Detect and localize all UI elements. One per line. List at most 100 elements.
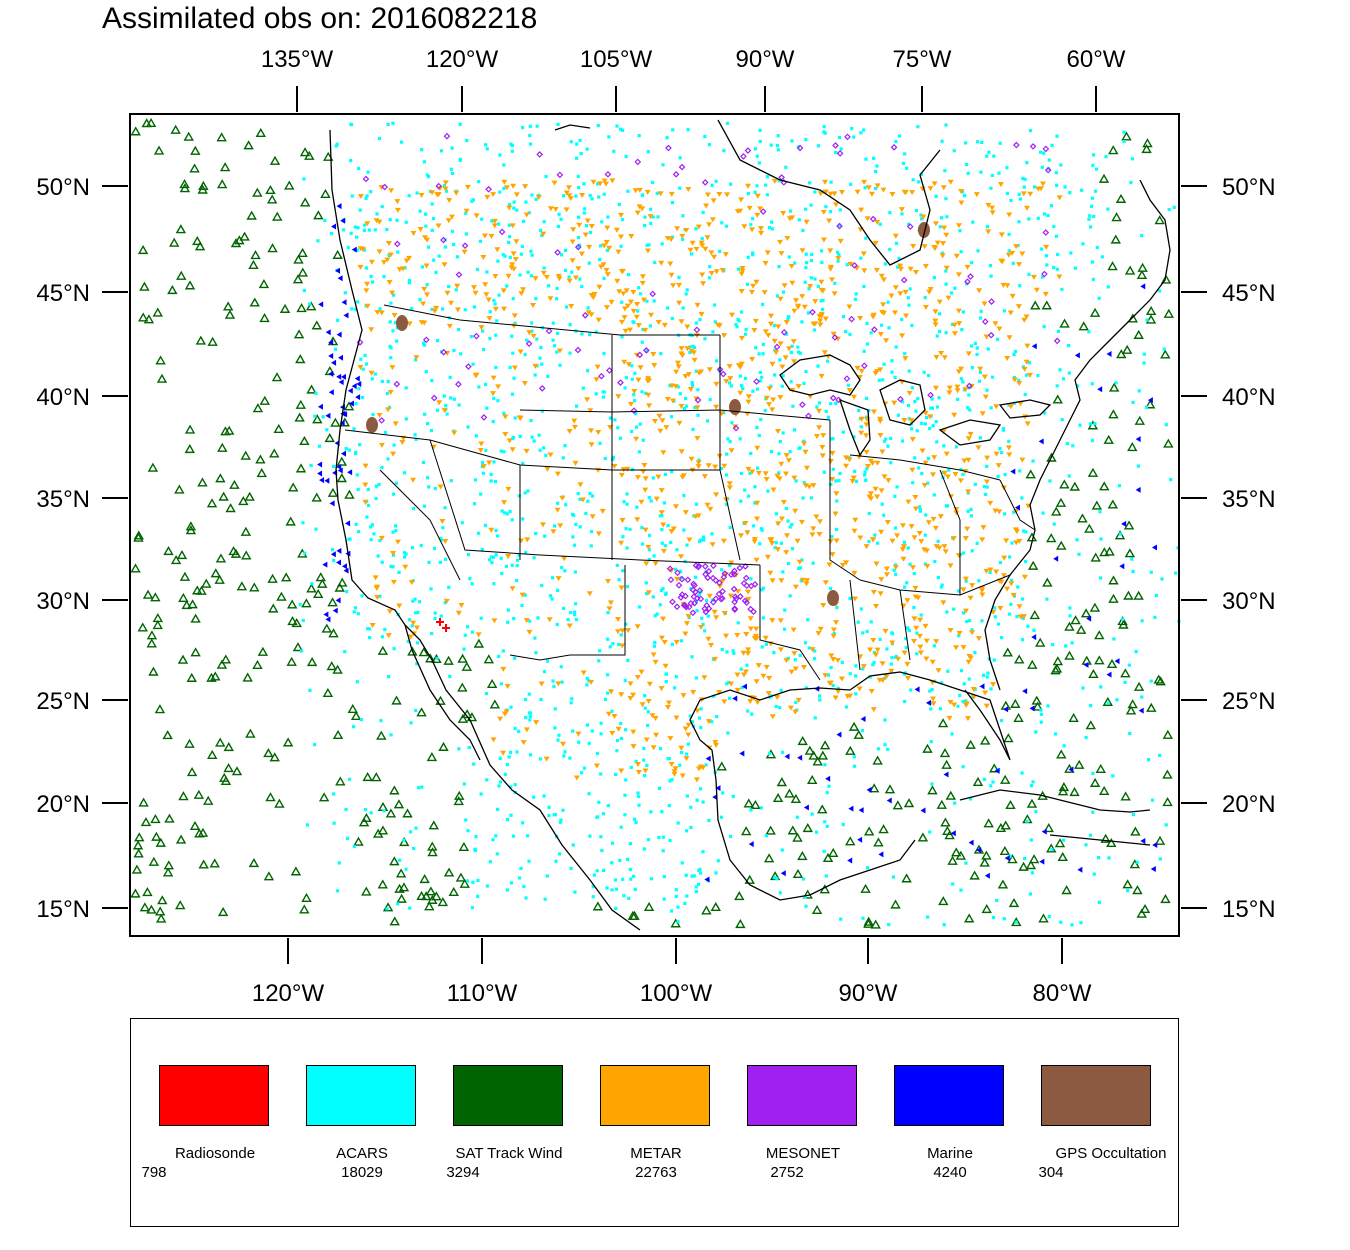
metar-marker — [614, 629, 621, 635]
acars-marker — [754, 346, 758, 350]
acars-marker — [660, 528, 664, 532]
acars-marker — [1164, 423, 1168, 427]
acars-marker — [1039, 708, 1043, 712]
acars-marker — [600, 220, 604, 224]
acars-marker — [480, 461, 485, 465]
metar-marker — [696, 370, 703, 376]
sat-track-wind-marker — [1031, 695, 1042, 705]
sat-track-wind-marker — [807, 774, 818, 785]
acars-marker — [876, 747, 881, 751]
acars-marker — [325, 428, 329, 432]
metar-marker — [694, 436, 701, 442]
acars-marker — [833, 281, 837, 285]
metar-marker — [889, 191, 896, 197]
acars-marker — [414, 708, 418, 713]
acars-marker — [389, 564, 393, 569]
sat-track-wind-marker — [1052, 394, 1063, 404]
sat-track-wind-marker — [295, 399, 306, 409]
sat-track-wind-marker — [437, 897, 449, 907]
acars-marker — [685, 794, 689, 798]
sat-track-wind-marker — [142, 887, 153, 897]
acars-marker — [979, 170, 983, 174]
acars-marker — [347, 448, 351, 452]
acars-marker — [570, 697, 574, 701]
metar-marker — [633, 436, 640, 442]
metar-marker — [628, 233, 635, 239]
metar-marker — [595, 531, 602, 537]
acars-marker — [658, 514, 662, 518]
acars-marker — [698, 787, 703, 791]
acars-marker — [1126, 888, 1130, 893]
mesonet-marker — [695, 562, 703, 570]
metar-marker — [843, 455, 850, 461]
acars-marker — [430, 307, 434, 311]
metar-marker — [630, 744, 637, 750]
acars-marker — [917, 466, 921, 470]
acars-marker — [920, 421, 924, 426]
metar-marker — [492, 274, 499, 280]
legend-item-metar: METAR 22763 — [600, 1065, 712, 1185]
acars-marker — [1060, 418, 1064, 422]
marine-marker — [1039, 858, 1045, 865]
metar-marker — [385, 241, 392, 247]
acars-marker — [653, 640, 657, 645]
acars-marker — [824, 409, 828, 413]
mesonet-marker — [666, 565, 674, 573]
acars-marker — [317, 444, 322, 448]
metar-marker — [674, 360, 681, 366]
acars-marker — [391, 329, 395, 333]
acars-marker — [697, 716, 702, 720]
sat-track-wind-marker — [248, 857, 260, 868]
acars-marker — [664, 680, 668, 684]
metar-marker — [473, 213, 480, 219]
acars-marker — [970, 365, 974, 370]
acars-marker — [861, 631, 865, 635]
sat-track-wind-marker — [870, 919, 881, 929]
acars-marker — [719, 466, 724, 471]
mesonet-marker — [480, 414, 488, 421]
acars-marker — [825, 824, 829, 828]
metar-marker — [831, 291, 838, 297]
acars-marker — [511, 436, 515, 441]
acars-marker — [686, 742, 690, 746]
metar-marker — [754, 193, 761, 199]
metar-marker — [778, 461, 785, 467]
acars-marker — [696, 388, 700, 392]
acars-marker — [624, 527, 628, 531]
acars-marker — [558, 363, 562, 367]
mesonet-marker — [836, 222, 843, 230]
acars-marker — [684, 404, 688, 408]
acars-marker — [812, 328, 817, 332]
metar-marker — [502, 432, 509, 438]
sat-track-wind-marker — [223, 763, 234, 773]
sat-track-wind-marker — [828, 847, 839, 857]
acars-marker — [355, 248, 360, 252]
acars-marker — [539, 697, 543, 702]
acars-marker — [492, 298, 496, 303]
acars-marker — [645, 243, 649, 248]
acars-marker — [585, 683, 589, 687]
acars-marker — [368, 627, 372, 631]
sat-track-wind-marker — [1106, 658, 1118, 668]
sat-track-wind-marker — [997, 879, 1009, 889]
marine-marker — [886, 797, 892, 804]
acars-marker — [379, 719, 383, 723]
acars-marker — [569, 701, 573, 705]
acars-marker — [626, 189, 630, 193]
acars-marker — [535, 124, 539, 128]
metar-marker — [642, 527, 649, 533]
acars-marker — [1068, 606, 1072, 610]
acars-marker — [363, 223, 367, 227]
metar-marker — [413, 355, 420, 361]
acars-marker — [820, 260, 824, 265]
metar-marker — [519, 592, 526, 598]
metar-marker — [668, 272, 675, 278]
metar-marker — [511, 365, 518, 371]
acars-marker — [684, 873, 688, 877]
sat-track-wind-marker — [336, 456, 348, 466]
marine-marker — [338, 379, 344, 386]
marine-marker — [920, 807, 926, 814]
metar-marker — [925, 520, 932, 526]
metar-marker — [475, 632, 482, 638]
acars-marker — [1078, 423, 1082, 427]
